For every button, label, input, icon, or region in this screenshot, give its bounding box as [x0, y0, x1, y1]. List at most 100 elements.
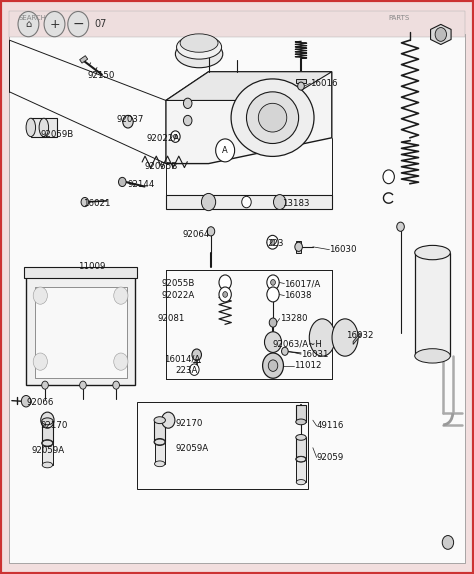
Polygon shape [166, 72, 332, 100]
Text: 92063/A~H: 92063/A~H [273, 340, 322, 349]
Text: 16021: 16021 [83, 199, 110, 208]
Circle shape [201, 193, 216, 211]
Text: 92059A: 92059A [32, 446, 65, 455]
Text: 11009: 11009 [78, 262, 106, 272]
Text: 223A: 223A [175, 366, 198, 375]
Polygon shape [26, 273, 135, 385]
Circle shape [219, 287, 231, 302]
Text: 16017/A: 16017/A [284, 279, 320, 288]
Bar [296, 79, 306, 83]
Circle shape [268, 360, 278, 371]
Bar [296, 241, 301, 253]
Circle shape [183, 115, 192, 126]
Circle shape [190, 364, 199, 375]
Circle shape [219, 275, 231, 290]
Ellipse shape [296, 480, 306, 484]
Ellipse shape [175, 40, 223, 68]
Text: 92064: 92064 [182, 230, 210, 239]
Text: A: A [222, 146, 228, 155]
Ellipse shape [296, 457, 306, 461]
Circle shape [81, 197, 89, 207]
Circle shape [223, 292, 228, 297]
Text: 92059B: 92059B [40, 130, 73, 139]
Circle shape [263, 353, 283, 378]
Circle shape [41, 412, 54, 428]
Polygon shape [166, 72, 332, 164]
Text: 92055B: 92055B [161, 279, 194, 288]
Ellipse shape [155, 439, 165, 445]
Text: SEARCH: SEARCH [19, 15, 47, 21]
Text: 07: 07 [95, 19, 107, 29]
Ellipse shape [176, 35, 221, 59]
Polygon shape [430, 25, 451, 45]
Ellipse shape [332, 319, 358, 356]
Polygon shape [353, 333, 360, 344]
Circle shape [242, 196, 251, 208]
Text: 92081: 92081 [157, 314, 185, 323]
Text: 92059: 92059 [317, 453, 344, 462]
Text: 223: 223 [268, 239, 284, 249]
Bar [296, 437, 306, 459]
Circle shape [123, 115, 133, 128]
Ellipse shape [42, 462, 53, 468]
Circle shape [267, 275, 279, 290]
Circle shape [383, 170, 394, 184]
Text: 92022A: 92022A [147, 134, 180, 144]
Text: 16016: 16016 [310, 79, 338, 88]
Text: 92170: 92170 [40, 421, 68, 430]
Ellipse shape [26, 118, 36, 137]
Text: −: − [73, 17, 84, 31]
Bar [296, 459, 306, 482]
Bar [24, 267, 137, 278]
Ellipse shape [309, 319, 336, 356]
Circle shape [118, 177, 126, 187]
Circle shape [114, 287, 128, 304]
Circle shape [273, 195, 286, 210]
Text: 92059A: 92059A [175, 444, 209, 453]
Text: 16032: 16032 [346, 331, 374, 340]
Circle shape [44, 11, 65, 37]
Circle shape [271, 280, 275, 285]
Circle shape [80, 381, 86, 389]
Ellipse shape [155, 461, 165, 467]
Text: 92144: 92144 [128, 180, 155, 189]
Circle shape [192, 349, 201, 360]
Bar [42, 443, 53, 465]
Circle shape [207, 227, 215, 236]
Bar [155, 442, 165, 464]
Circle shape [442, 536, 454, 549]
Text: 16038: 16038 [284, 291, 312, 300]
Polygon shape [80, 56, 88, 63]
Ellipse shape [296, 435, 306, 440]
Text: 49116: 49116 [317, 421, 344, 430]
Circle shape [113, 381, 119, 389]
Text: 92055B: 92055B [145, 162, 178, 171]
Text: 92170: 92170 [175, 419, 203, 428]
Ellipse shape [258, 103, 287, 132]
Circle shape [162, 412, 175, 428]
Circle shape [267, 235, 278, 249]
Bar [154, 421, 165, 442]
Circle shape [298, 82, 304, 90]
Bar [296, 405, 306, 422]
Polygon shape [166, 195, 332, 209]
Circle shape [267, 287, 279, 302]
Text: 13183: 13183 [282, 199, 310, 208]
Circle shape [282, 347, 288, 355]
Circle shape [173, 134, 177, 139]
Ellipse shape [42, 440, 53, 446]
Circle shape [295, 242, 302, 251]
Ellipse shape [42, 440, 53, 447]
Ellipse shape [296, 456, 306, 462]
Ellipse shape [180, 34, 218, 52]
Bar [137, 402, 308, 489]
Text: ⌂: ⌂ [25, 19, 32, 29]
Ellipse shape [415, 348, 450, 363]
Text: 92022A: 92022A [161, 290, 194, 300]
Ellipse shape [39, 118, 49, 137]
Circle shape [33, 287, 47, 304]
Circle shape [68, 11, 89, 37]
Ellipse shape [296, 419, 306, 425]
Text: 16031: 16031 [301, 350, 328, 359]
Circle shape [270, 239, 275, 245]
